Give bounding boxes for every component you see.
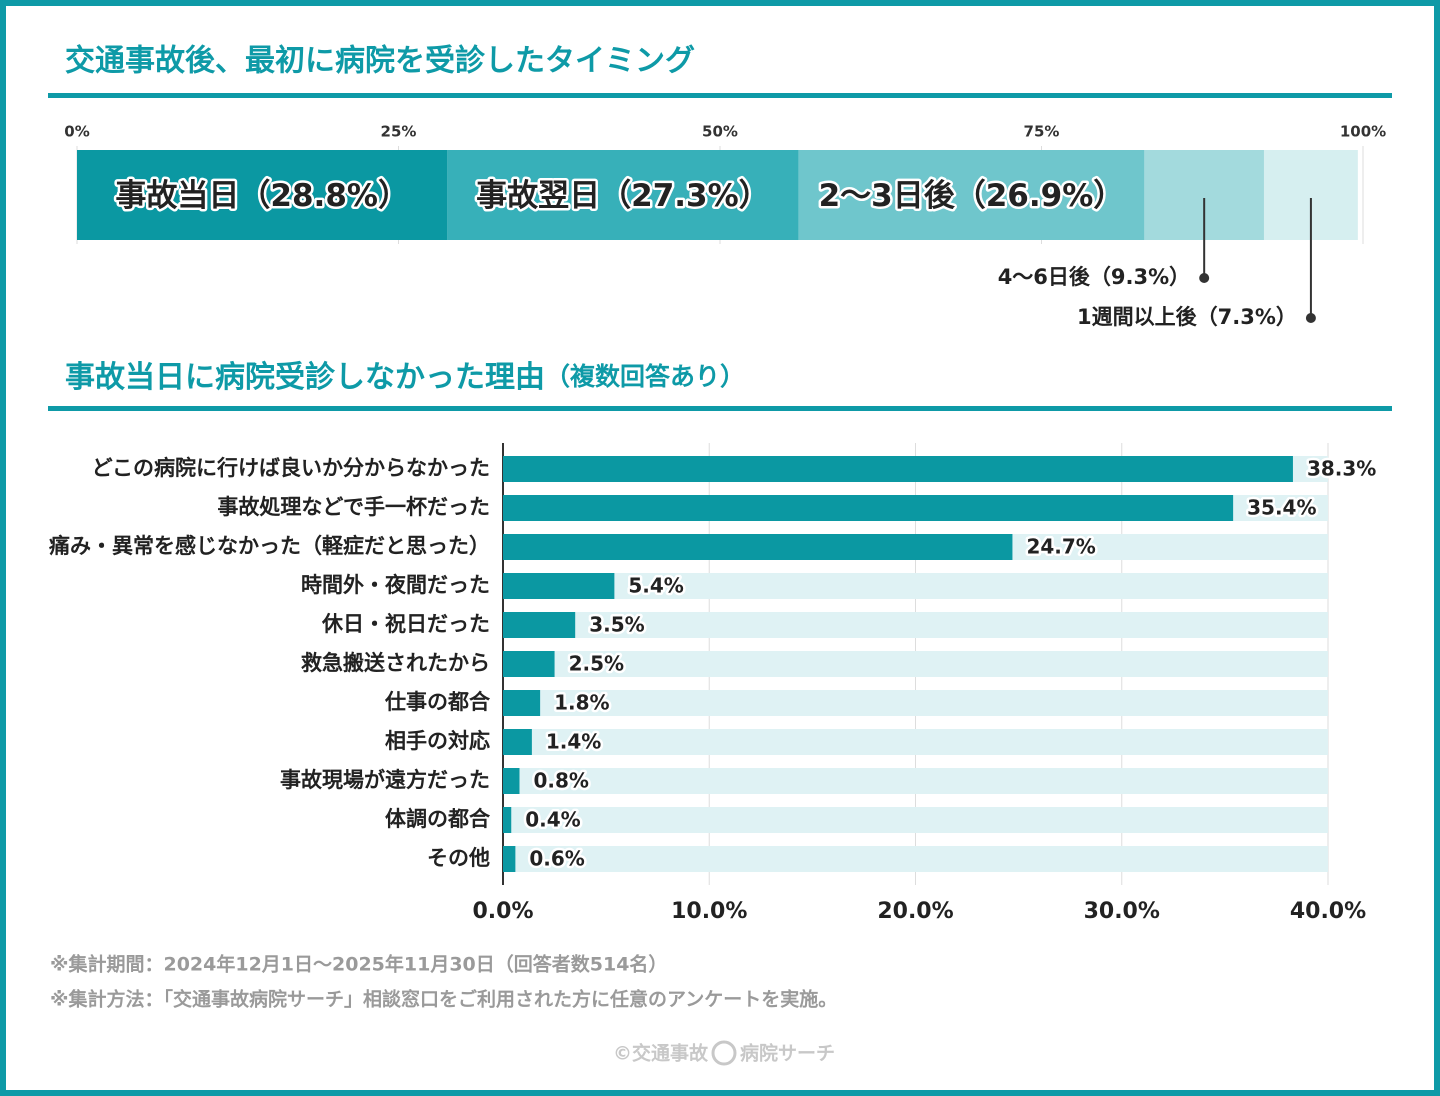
note: ※集計期間：2024年12月1日〜2025年11月30日（回答者数514名） xyxy=(50,953,667,976)
value-label: 2.5% xyxy=(569,652,624,676)
value-label: 0.8% xyxy=(534,769,589,793)
segment-label: 4〜6日後（9.3%） xyxy=(998,265,1190,289)
title: 事故当日に病院受診しなかった理由 xyxy=(65,360,545,395)
credit: ©交通事故 xyxy=(613,1042,709,1065)
x-tick-label: 30.0% xyxy=(1084,899,1160,924)
bar xyxy=(503,690,541,716)
y-tick-label: どこの病院に行けば良いか分からなかった xyxy=(92,456,490,480)
segment xyxy=(447,150,799,240)
value-label: 1.4% xyxy=(546,730,601,754)
bar xyxy=(503,729,532,755)
subtitle: （複数回答あり） xyxy=(545,362,745,391)
x-tick-label: 25% xyxy=(381,123,417,141)
x-tick-label: 10.0% xyxy=(671,899,747,924)
track xyxy=(503,690,1328,716)
x-tick-label: 100% xyxy=(1340,123,1386,141)
y-tick-label: 事故現場が遠方だった xyxy=(280,768,490,792)
segment-label: 事故当日（28.8%） xyxy=(115,178,409,214)
segment-name: 事故当日 xyxy=(115,178,239,214)
segment-value: （27.3%） xyxy=(600,178,770,214)
value-label: 38.3% xyxy=(1307,457,1376,481)
y-tick-label: 事故処理などで手一杯だった xyxy=(217,495,490,519)
value-label: 0.4% xyxy=(525,808,580,832)
x-tick-label: 40.0% xyxy=(1290,899,1366,924)
y-tick-label: その他 xyxy=(427,846,490,870)
y-tick-label: 救急搬送されたから xyxy=(301,651,490,675)
title-rule xyxy=(48,406,1392,411)
leader-dot xyxy=(1199,273,1210,283)
bar xyxy=(503,495,1234,521)
segment xyxy=(798,150,1145,240)
track xyxy=(503,807,1328,833)
track xyxy=(503,573,1328,599)
segment-label: 事故翌日（27.3%） xyxy=(476,178,770,214)
bar xyxy=(503,846,516,872)
chart-title: 交通事故後、最初に病院を受診したタイミング xyxy=(65,44,695,79)
track xyxy=(503,846,1328,872)
credit-icon xyxy=(711,1040,737,1066)
value-label: 24.7% xyxy=(1026,535,1095,559)
segment-value: （26.9%） xyxy=(955,178,1125,214)
track xyxy=(503,612,1328,638)
bar xyxy=(503,573,615,599)
x-tick-label: 0% xyxy=(64,123,89,141)
segment-name: 2〜3日後 xyxy=(819,178,956,214)
bar xyxy=(503,534,1013,560)
segment-value: （9.3%） xyxy=(1090,265,1190,289)
segment xyxy=(77,150,448,240)
y-tick-label: 痛み・異常を感じなかった（軽症だと思った） xyxy=(49,534,490,558)
bar xyxy=(503,807,512,833)
chart-title: 事故当日に病院受診しなかった理由（複数回答あり） xyxy=(65,360,745,395)
segment-name: 1週間以上後 xyxy=(1077,305,1198,329)
segment-label: 2〜3日後（26.9%） xyxy=(819,178,1125,214)
segment-name: 事故翌日 xyxy=(476,178,600,214)
note: ※集計方法：「交通事故病院サーチ」相談窓口をご利用された方に任意のアンケートを実… xyxy=(50,988,837,1011)
x-tick-label: 75% xyxy=(1024,123,1060,141)
bar xyxy=(503,456,1293,482)
y-tick-label: 体調の都合 xyxy=(385,807,491,831)
y-tick-label: 仕事の都合 xyxy=(384,690,491,714)
segment-value: （7.3%） xyxy=(1197,305,1297,329)
y-tick-label: 時間外・夜間だった xyxy=(301,573,490,597)
value-label: 0.6% xyxy=(529,847,584,871)
value-label: 3.5% xyxy=(589,613,644,637)
x-tick-label: 50% xyxy=(702,123,738,141)
track xyxy=(503,729,1328,755)
value-label: 1.8% xyxy=(554,691,609,715)
value-label: 35.4% xyxy=(1247,496,1316,520)
credit: 病院サーチ xyxy=(740,1042,835,1065)
segment-name: 4〜6日後 xyxy=(998,265,1091,289)
x-tick-label: 0.0% xyxy=(472,899,533,924)
bar xyxy=(503,612,576,638)
x-tick-label: 20.0% xyxy=(877,899,953,924)
title-rule xyxy=(48,93,1392,98)
y-tick-label: 休日・祝日だった xyxy=(321,612,490,636)
y-tick-label: 相手の対応 xyxy=(385,729,490,753)
track xyxy=(503,651,1328,677)
bar xyxy=(503,768,520,794)
bar xyxy=(503,651,555,677)
leader-dot xyxy=(1305,313,1316,323)
value-label: 5.4% xyxy=(628,574,683,598)
segment-value: （28.8%） xyxy=(239,178,409,214)
segment-label: 1週間以上後（7.3%） xyxy=(1077,305,1297,329)
track xyxy=(503,768,1328,794)
